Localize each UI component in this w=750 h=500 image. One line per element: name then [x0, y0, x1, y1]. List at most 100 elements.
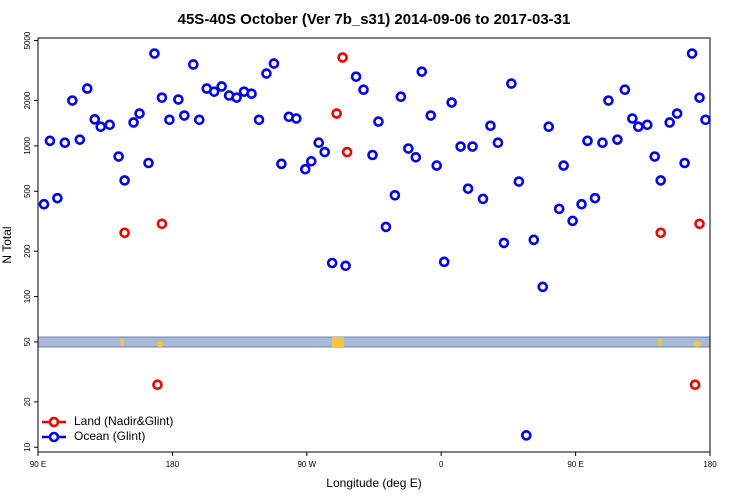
point — [300, 163, 311, 175]
point — [567, 215, 578, 227]
point — [373, 116, 384, 127]
point — [686, 48, 698, 59]
point — [38, 198, 50, 210]
point — [128, 117, 139, 128]
plot-frame — [37, 37, 711, 453]
x-tick-label: 180 — [703, 460, 717, 469]
point — [438, 256, 450, 268]
point — [261, 68, 272, 79]
point — [513, 176, 525, 187]
point — [671, 108, 683, 119]
point — [655, 227, 667, 239]
point — [231, 92, 242, 103]
point — [492, 137, 504, 148]
x-tick-label: 90 E — [30, 460, 46, 469]
point — [410, 151, 422, 163]
point — [477, 193, 489, 205]
point — [313, 137, 325, 148]
legend-marker — [48, 431, 60, 443]
point — [679, 157, 690, 169]
y-tick-label: 500 — [23, 184, 32, 198]
point — [380, 221, 392, 233]
point — [425, 110, 437, 121]
point — [216, 81, 227, 92]
point — [337, 52, 348, 63]
point — [576, 198, 587, 210]
point — [291, 113, 302, 124]
point — [188, 59, 199, 70]
point — [246, 88, 257, 99]
point — [367, 149, 378, 161]
point — [134, 108, 145, 119]
point — [319, 146, 331, 158]
point — [700, 114, 711, 126]
point — [612, 134, 623, 145]
point — [389, 189, 401, 201]
legend-label: Land (Nadir&Glint) — [74, 414, 173, 428]
point — [67, 95, 78, 106]
point — [156, 92, 168, 103]
point — [119, 227, 130, 239]
point — [528, 234, 540, 246]
point — [649, 151, 661, 162]
point — [694, 92, 705, 103]
point — [543, 121, 555, 133]
y-tick-label: 1000 — [23, 136, 32, 154]
point — [74, 134, 86, 145]
point — [113, 151, 124, 162]
point — [641, 119, 653, 131]
point — [152, 379, 163, 391]
y-tick-label: 5000 — [23, 31, 32, 49]
point — [597, 137, 608, 148]
point — [253, 114, 265, 126]
point — [44, 135, 56, 147]
point — [664, 117, 675, 128]
point — [173, 94, 184, 105]
point — [95, 121, 107, 133]
point — [89, 114, 101, 125]
x-axis-label: Longitude (deg E) — [326, 476, 421, 490]
legend-marker — [48, 416, 60, 428]
point — [395, 91, 407, 103]
point — [119, 175, 130, 186]
y-tick-label: 10 — [23, 442, 32, 451]
point — [431, 160, 443, 171]
y-tick-label: 100 — [23, 289, 32, 303]
point — [331, 108, 342, 119]
y-axis-label: N Total — [0, 226, 14, 263]
point — [694, 218, 705, 230]
x-tick-label: 90 W — [297, 460, 316, 469]
y-tick-label: 20 — [23, 397, 32, 406]
point — [455, 141, 466, 152]
point — [179, 110, 190, 121]
point — [350, 71, 362, 82]
point — [689, 379, 701, 391]
point — [326, 257, 338, 269]
y-tick-label: 200 — [23, 244, 32, 258]
point — [537, 281, 549, 293]
point — [603, 95, 614, 106]
point — [104, 119, 115, 131]
point — [619, 84, 631, 95]
y-tick-label: 50 — [23, 337, 32, 346]
x-tick-label: 90 E — [567, 460, 583, 469]
point — [358, 84, 369, 95]
point — [462, 183, 474, 194]
point — [193, 114, 205, 126]
x-tick-label: 0 — [439, 460, 444, 469]
y-tick-label: 2000 — [23, 91, 32, 109]
point — [655, 175, 667, 186]
point — [633, 121, 644, 133]
point — [627, 113, 638, 124]
point — [467, 141, 478, 152]
point — [149, 48, 160, 59]
point — [156, 218, 168, 230]
band-highlights — [120, 337, 701, 347]
point — [506, 78, 517, 89]
point — [81, 83, 93, 94]
point — [446, 97, 457, 108]
point — [416, 66, 428, 77]
point — [143, 157, 154, 169]
point — [498, 237, 510, 249]
x-tick-label: 180 — [166, 460, 180, 469]
